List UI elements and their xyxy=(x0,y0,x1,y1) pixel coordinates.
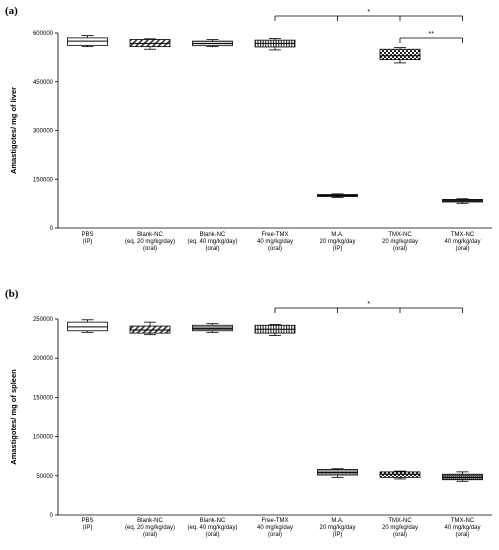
category-label-line: (eq. 40 mg/kg/day) xyxy=(187,525,237,531)
category-label-line: (IP) xyxy=(83,525,93,531)
category-label-line: (oral) xyxy=(455,246,469,252)
category-label-line: 20 mg/kg/day xyxy=(382,525,418,531)
category-label-line: 40 mg/kg/day xyxy=(257,239,293,245)
panel-a-y-tick-label: 300000 xyxy=(33,129,54,135)
panel-a-category-label: Blank-NC (eq. 20 mg/kg/day) (oral) xyxy=(125,232,175,252)
panel-b-box-1 xyxy=(67,319,108,333)
panel-b-y-tick-label: 0 xyxy=(50,513,54,519)
panel-a-y-tick-label: 450000 xyxy=(33,80,54,86)
panel-a-liver-chart: (a) 0 150000 300000 450000 600000 Amastigotes/… xyxy=(5,5,492,252)
category-label-line: (oral) xyxy=(455,532,469,538)
category-label-line: (oral) xyxy=(268,246,282,252)
panel-a-category-label: Blank-NC (eq. 40 mg/kg/day) (oral) xyxy=(187,232,237,252)
category-label-line: PBS xyxy=(81,232,93,238)
category-label-line: 20 mg/kg/day xyxy=(319,525,355,531)
category-label-line: 40 mg/kg/day xyxy=(444,525,480,531)
panel-b-category-label: PBS (IP) xyxy=(81,518,93,531)
panel-b-y-tick-label: 150000 xyxy=(33,395,54,401)
category-label-line: (oral) xyxy=(205,532,219,538)
panel-a-box-2 xyxy=(129,38,171,50)
category-label-line: (IP) xyxy=(333,532,343,538)
box-body xyxy=(379,48,421,61)
category-label-line: Free-TMX xyxy=(262,518,289,524)
panel-a-box-1 xyxy=(67,35,108,48)
panel-b-y-tick-label: 200000 xyxy=(33,356,54,362)
panel-b-category-label: M.A. 20 mg/kg/day (IP) xyxy=(319,518,355,538)
panel-b-category-label: TMX-NC 40 mg/kg/day (oral) xyxy=(444,518,480,538)
panel-b-box-3 xyxy=(192,323,233,333)
panel-b-category-label: Blank-NC (eq. 40 mg/kg/day) (oral) xyxy=(187,518,237,538)
category-label-line: Blank-NC xyxy=(200,232,226,238)
panel-a-box-6 xyxy=(379,47,421,64)
category-label-line: (eq. 20 mg/kg/day) xyxy=(125,239,175,245)
category-label-line: (oral) xyxy=(143,532,157,538)
category-label-line: (oral) xyxy=(393,532,407,538)
category-label-line: (eq. 20 mg/kg/day) xyxy=(125,525,175,531)
category-label-line: Blank-NC xyxy=(137,518,163,524)
panel-b-category-label: Blank-NC (eq. 20 mg/kg/day) (oral) xyxy=(125,518,175,538)
significance-label: * xyxy=(367,9,370,16)
category-label-line: PBS xyxy=(81,518,93,524)
panel-b-y-tick-label: 100000 xyxy=(33,435,54,441)
panel-b-category-label: Free-TMX 40 mg/kg/day (oral) xyxy=(257,518,293,538)
category-label-line: 20 mg/kg/day xyxy=(382,239,418,245)
category-label-line: Free-TMX xyxy=(262,232,289,238)
category-label-line: (oral) xyxy=(268,532,282,538)
category-label-line: M.A. xyxy=(331,232,344,238)
panel-b-box-5 xyxy=(317,468,358,478)
category-label-line: 20 mg/kg/day xyxy=(319,239,355,245)
category-label-line: (oral) xyxy=(143,246,157,252)
panel-a-category-label: Free-TMX 40 mg/kg/day (oral) xyxy=(257,232,293,252)
panel-b-panel-label: (b) xyxy=(5,288,19,300)
category-label-line: (IP) xyxy=(83,239,93,245)
panel-b-y-axis-label: Amastigotes/ mg of spleen xyxy=(9,369,18,465)
category-label-line: (IP) xyxy=(333,246,343,252)
category-label-line: Blank-NC xyxy=(137,232,163,238)
panel-a-y-tick-label: 0 xyxy=(50,226,54,232)
category-label-line: TMX-NC xyxy=(388,232,412,238)
panel-a-significance-bracket: * xyxy=(274,9,463,21)
panel-b-spleen-chart: (b) 0 50000 100000 150000 200000 250000 Amastig… xyxy=(5,288,492,538)
significance-label: * xyxy=(367,301,370,308)
panel-b-box-2 xyxy=(129,321,171,336)
panel-a-box-3 xyxy=(192,39,233,48)
panel-a-panel-label: (a) xyxy=(5,5,18,17)
panel-a-y-tick-label: 600000 xyxy=(33,31,54,37)
category-label-line: (oral) xyxy=(205,246,219,252)
category-label-line: 40 mg/kg/day xyxy=(257,525,293,531)
panel-a-category-label: TMX-NC 20 mg/kg/day (oral) xyxy=(382,232,418,252)
panel-a-y-axis-label: Amastigotes/ mg of liver xyxy=(9,87,18,174)
category-label-line: TMX-NC xyxy=(451,232,475,238)
panel-a-significance-bracket: ** xyxy=(399,31,463,43)
panel-b-category-label: TMX-NC 20 mg/kg/day (oral) xyxy=(382,518,418,538)
panel-b-box-4 xyxy=(254,324,296,336)
panel-a-category-label: PBS (IP) xyxy=(81,232,93,245)
panel-b-box-6 xyxy=(379,470,421,480)
panel-b-y-tick-label: 50000 xyxy=(36,474,53,480)
panel-a-category-label: M.A. 20 mg/kg/day (IP) xyxy=(319,232,355,252)
panel-a-y-tick-label: 150000 xyxy=(33,177,54,183)
panel-b-box-7 xyxy=(442,471,483,482)
category-label-line: 40 mg/kg/day xyxy=(444,239,480,245)
panel-a-box-7 xyxy=(442,198,483,204)
category-label-line: (oral) xyxy=(393,246,407,252)
category-label-line: (eq. 40 mg/kg/day) xyxy=(187,239,237,245)
panel-b-y-tick-label: 250000 xyxy=(33,317,54,323)
panel-a-category-label: TMX-NC 40 mg/kg/day (oral) xyxy=(444,232,480,252)
category-label-line: TMX-NC xyxy=(388,518,412,524)
panel-a-box-4 xyxy=(254,38,296,51)
significance-label: ** xyxy=(429,31,435,38)
category-label-line: M.A. xyxy=(331,518,344,524)
panel-a-box-5 xyxy=(317,193,358,198)
panel-b-significance-bracket: * xyxy=(274,301,463,313)
category-label-line: TMX-NC xyxy=(451,518,475,524)
category-label-line: Blank-NC xyxy=(200,518,226,524)
